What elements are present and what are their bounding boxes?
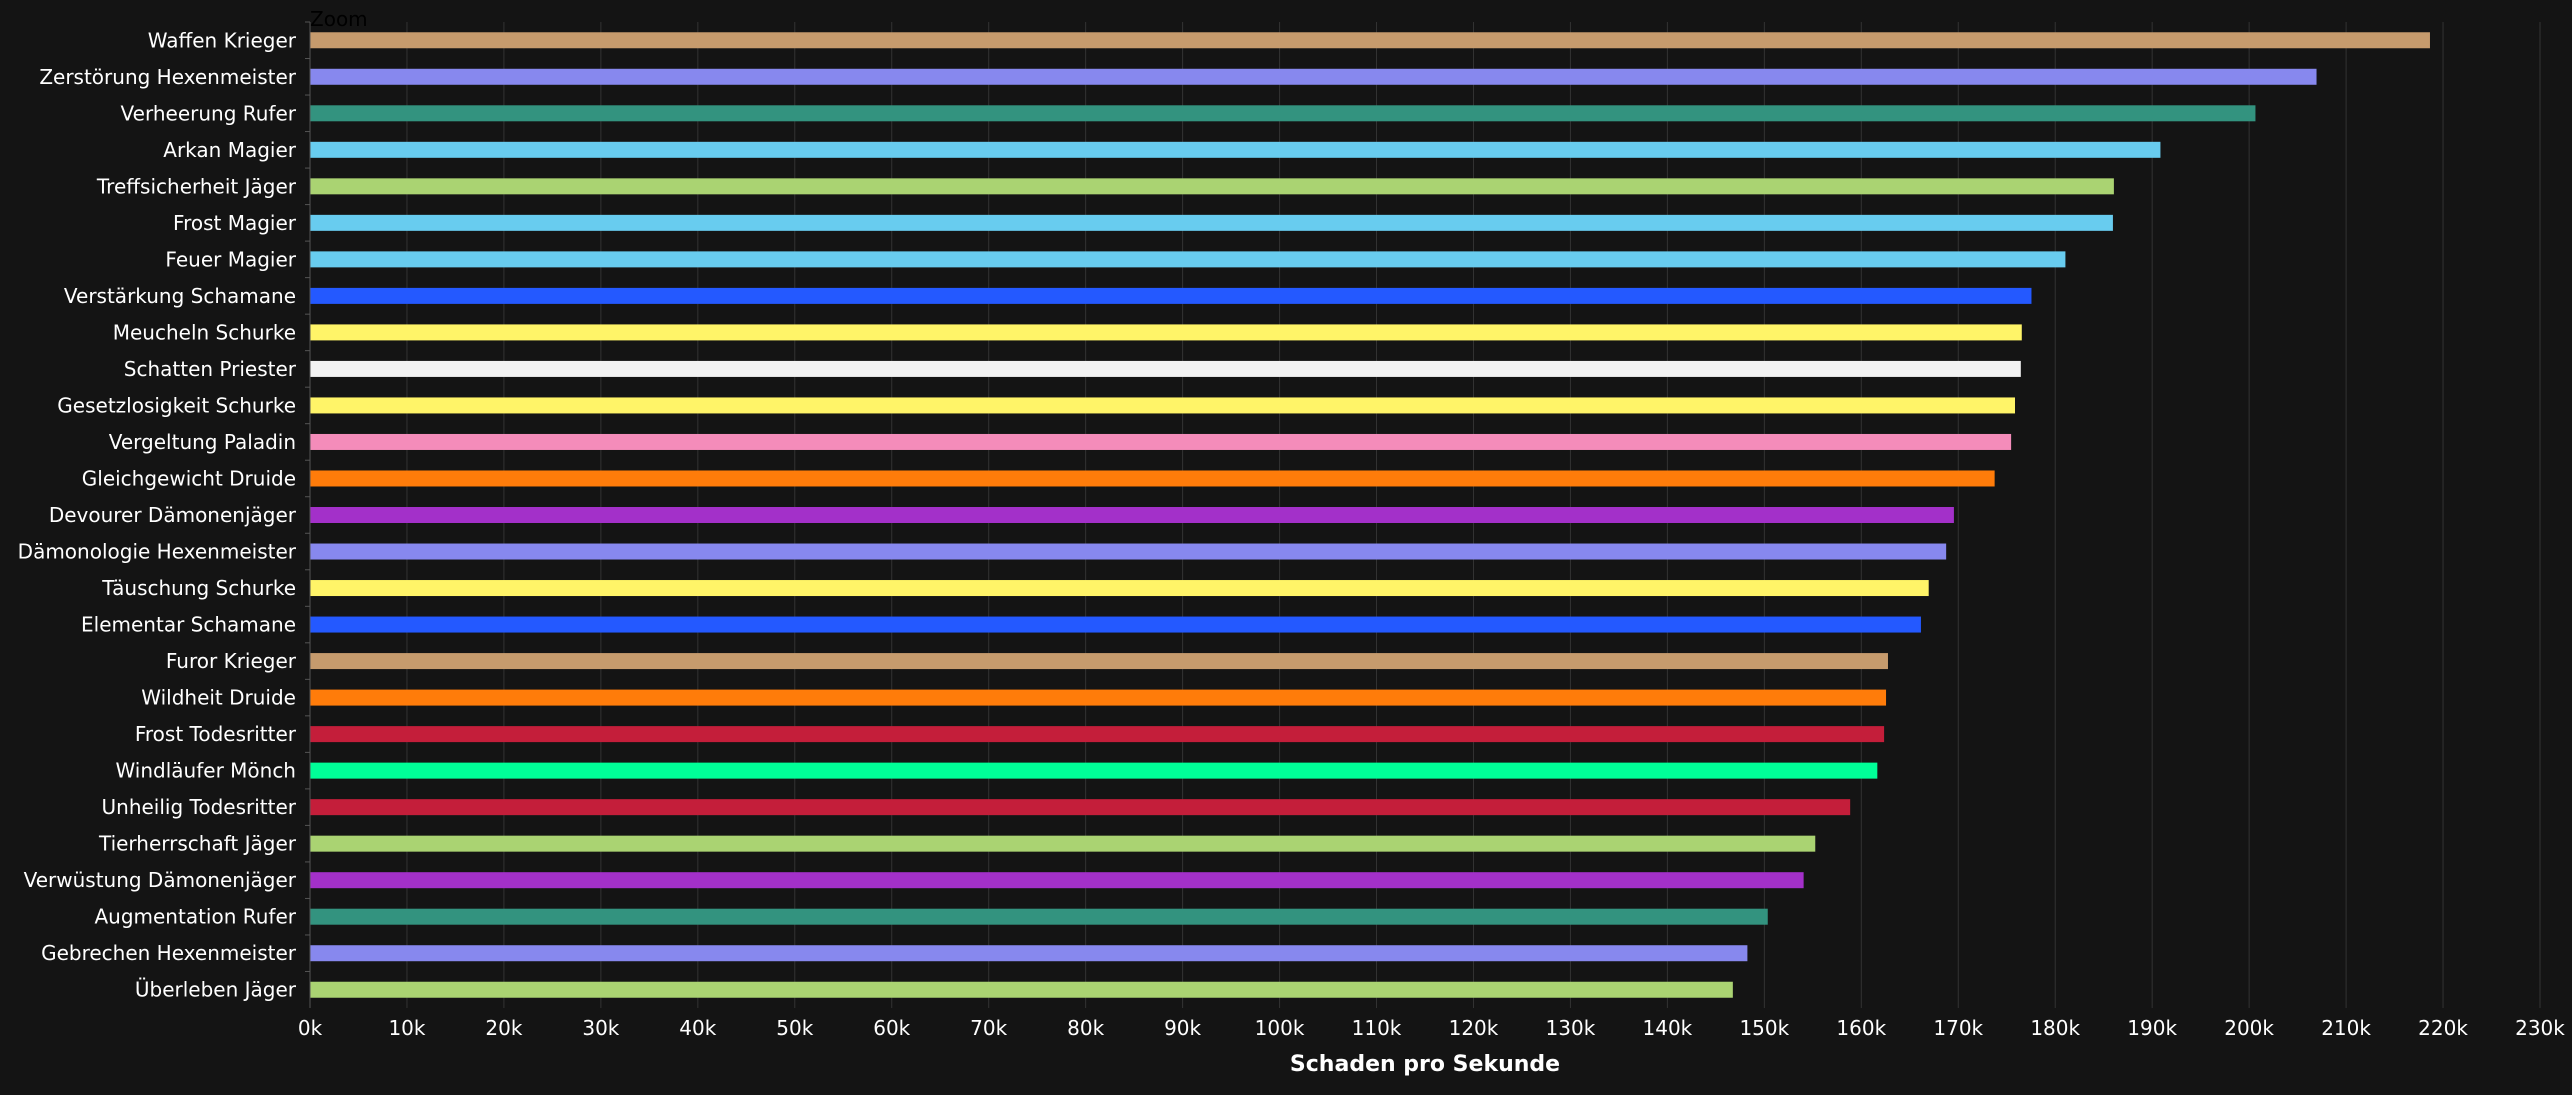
category-label: Feuer Magier <box>165 247 296 271</box>
x-tick-label: 100k <box>1255 1016 1305 1040</box>
category-label: Windläufer Mönch <box>115 759 296 783</box>
bar[interactable] <box>310 324 2022 341</box>
x-tick-label: 120k <box>1449 1016 1499 1040</box>
x-tick-label: 90k <box>1164 1016 1201 1040</box>
category-label: Waffen Krieger <box>148 28 297 52</box>
bar[interactable] <box>310 251 2066 268</box>
category-labels: Waffen Krieger Zerstörung Hexenmeister Ver… <box>18 28 297 1001</box>
category-label: Gleichgewicht Druide <box>82 466 296 490</box>
bar[interactable] <box>310 981 1733 998</box>
category-label: Gebrechen Hexenmeister <box>41 941 297 965</box>
x-tick-label: 110k <box>1352 1016 1402 1040</box>
bar[interactable] <box>310 287 2032 304</box>
bar[interactable] <box>310 872 1804 889</box>
bar[interactable] <box>310 908 1768 925</box>
x-tick-label: 160k <box>1836 1016 1886 1040</box>
category-label: Tierherrschaft Jäger <box>98 832 297 856</box>
x-tick-labels: 0k 10k 20k 30k 40k 50k 60k 70k 80k 90k 100k 110k 120… <box>298 1016 2565 1040</box>
bar[interactable] <box>310 141 2161 158</box>
category-label: Vergeltung Paladin <box>109 430 296 454</box>
category-label: Verstärkung Schamane <box>64 284 296 308</box>
bar[interactable] <box>310 178 2114 195</box>
zoom-button[interactable]: Zoom <box>310 7 368 31</box>
category-label: Elementar Schamane <box>81 613 296 637</box>
bar[interactable] <box>310 105 2256 122</box>
x-tick-label: 70k <box>970 1016 1007 1040</box>
x-tick-label: 190k <box>2127 1016 2177 1040</box>
x-tick-label: 150k <box>1739 1016 1789 1040</box>
x-tick-label: 40k <box>679 1016 716 1040</box>
x-tick-label: 170k <box>1933 1016 1983 1040</box>
bar[interactable] <box>310 762 1878 779</box>
x-tick-label: 140k <box>1643 1016 1693 1040</box>
bar[interactable] <box>310 726 1885 743</box>
category-label: Unheilig Todesritter <box>102 795 297 819</box>
category-label: Wildheit Druide <box>141 686 296 710</box>
bar[interactable] <box>310 653 1888 670</box>
x-tick-label: 50k <box>776 1016 813 1040</box>
bar[interactable] <box>310 835 1816 852</box>
x-tick-label: 210k <box>2321 1016 2371 1040</box>
bar[interactable] <box>310 32 2430 49</box>
bar[interactable] <box>310 397 2015 414</box>
x-tick-label: 0k <box>298 1016 323 1040</box>
x-tick-label: 200k <box>2224 1016 2274 1040</box>
bar[interactable] <box>310 689 1887 706</box>
x-tick-label: 60k <box>873 1016 910 1040</box>
category-label: Überleben Jäger <box>135 978 297 1002</box>
bar[interactable] <box>310 433 2012 450</box>
x-tick-label: 230k <box>2515 1016 2565 1040</box>
category-label: Devourer Dämonenjäger <box>49 503 297 527</box>
category-label: Dämonologie Hexenmeister <box>18 540 297 564</box>
bar[interactable] <box>310 68 2317 85</box>
category-label: Zerstörung Hexenmeister <box>39 65 296 89</box>
bar[interactable] <box>310 945 1748 962</box>
category-label: Augmentation Rufer <box>94 905 296 929</box>
bar[interactable] <box>310 360 2021 377</box>
category-label: Täuschung Schurke <box>101 576 296 600</box>
category-label: Arkan Magier <box>163 138 296 162</box>
bar[interactable] <box>310 470 1995 487</box>
x-tick-label: 180k <box>2030 1016 2080 1040</box>
category-label: Gesetzlosigkeit Schurke <box>57 393 296 417</box>
x-tick-label: 30k <box>582 1016 619 1040</box>
x-tick-label: 10k <box>388 1016 425 1040</box>
category-label: Furor Krieger <box>166 649 297 673</box>
category-label: Frost Magier <box>173 211 297 235</box>
bar[interactable] <box>310 616 1921 633</box>
category-label: Verwüstung Dämonenjäger <box>24 868 297 892</box>
category-label: Meucheln Schurke <box>113 320 296 344</box>
category-label: Frost Todesritter <box>135 722 297 746</box>
x-axis-title: Schaden pro Sekunde <box>1290 1052 1560 1077</box>
x-tick-label: 130k <box>1546 1016 1596 1040</box>
category-label: Verheerung Rufer <box>121 101 297 125</box>
bar[interactable] <box>310 214 2113 231</box>
bar[interactable] <box>310 580 1929 597</box>
bar[interactable] <box>310 507 1954 523</box>
bars <box>310 32 2430 998</box>
x-tick-label: 20k <box>485 1016 522 1040</box>
bar[interactable] <box>310 799 1851 816</box>
category-label: Treffsicherheit Jäger <box>96 174 297 198</box>
bar[interactable] <box>310 543 1947 560</box>
category-label: Schatten Priester <box>124 357 297 381</box>
x-tick-label: 220k <box>2418 1016 2468 1040</box>
x-tick-label: 80k <box>1067 1016 1104 1040</box>
